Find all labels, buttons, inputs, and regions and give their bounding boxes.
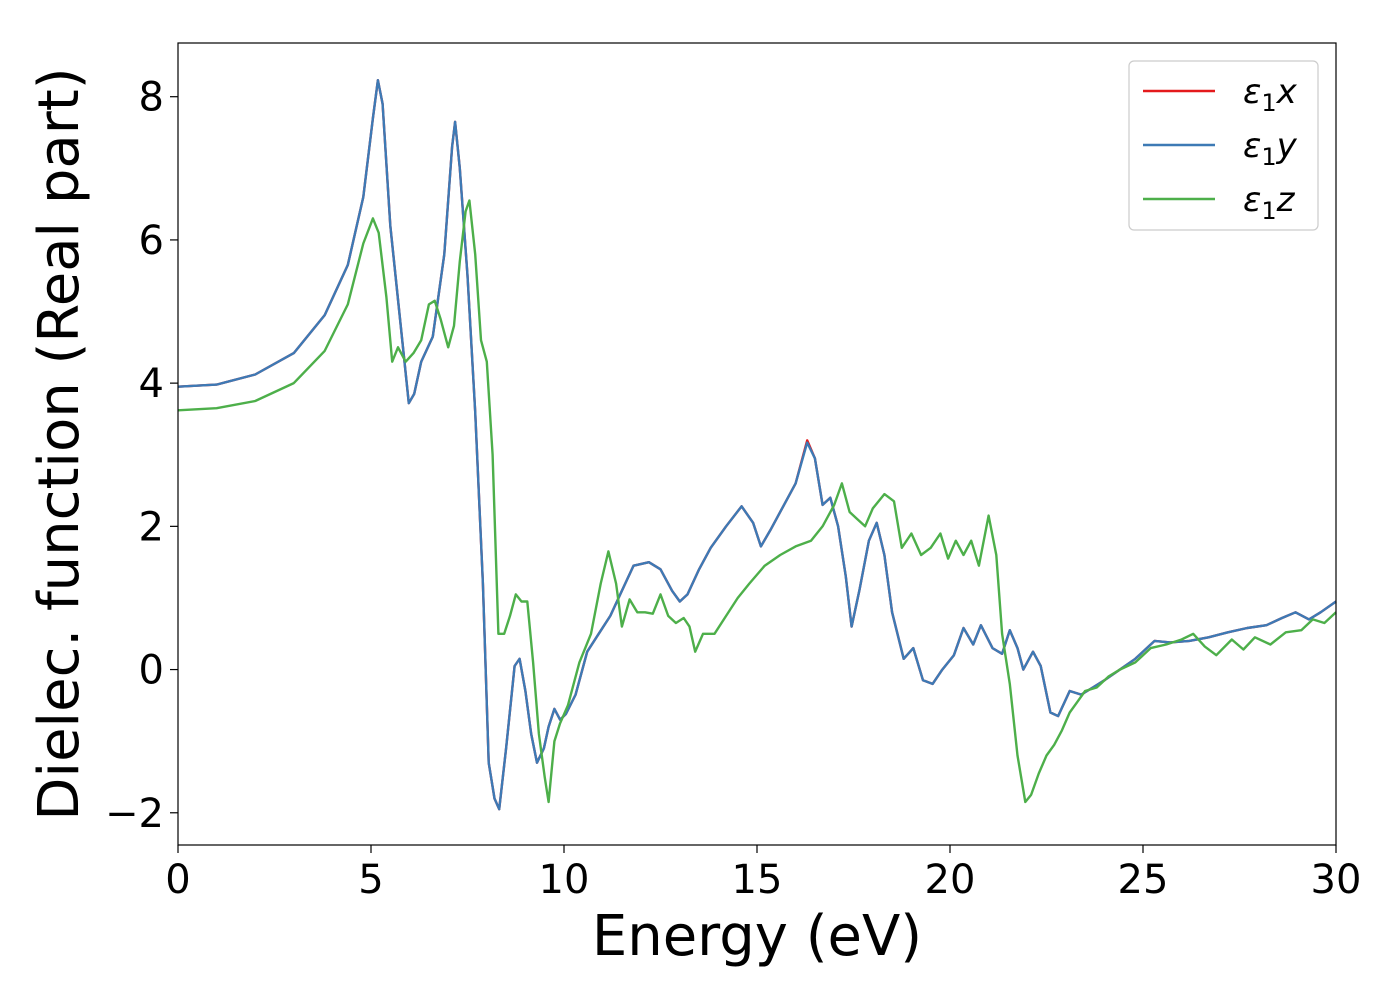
x-axis-title: Energy (eV): [592, 904, 922, 969]
x-axis-ticks: 0 5 10 15 20 25 30: [165, 845, 1361, 903]
y-tick-label: −2: [105, 791, 164, 837]
legend-label-y: ε1y: [1243, 126, 1298, 171]
x-tick-label: 5: [358, 857, 383, 903]
series-line-y: [177, 79, 1337, 811]
y-tick-label: 4: [139, 361, 164, 407]
x-tick-label: 15: [732, 857, 783, 903]
x-tick-label: 10: [539, 857, 590, 903]
x-tick-label: 0: [165, 857, 190, 903]
series-lines: [177, 79, 1337, 811]
y-tick-label: 0: [139, 648, 164, 694]
x-tick-label: 30: [1311, 857, 1362, 903]
y-tick-label: 2: [139, 504, 164, 550]
y-tick-label: 8: [139, 75, 164, 121]
legend-label-x: ε1x: [1243, 72, 1298, 117]
y-tick-label: 6: [139, 218, 164, 264]
legend-label-z: ε1z: [1243, 180, 1296, 225]
y-axis-title: Dielec. function (Real part): [27, 67, 92, 820]
legend-frame: [1128, 60, 1319, 231]
y-axis-ticks: −2 0 2 4 6 8: [105, 75, 178, 837]
x-tick-label: 20: [925, 857, 976, 903]
legend: ε1x ε1y ε1z: [1128, 60, 1319, 231]
series-line-z: [177, 199, 1337, 804]
x-tick-label: 25: [1118, 857, 1169, 903]
